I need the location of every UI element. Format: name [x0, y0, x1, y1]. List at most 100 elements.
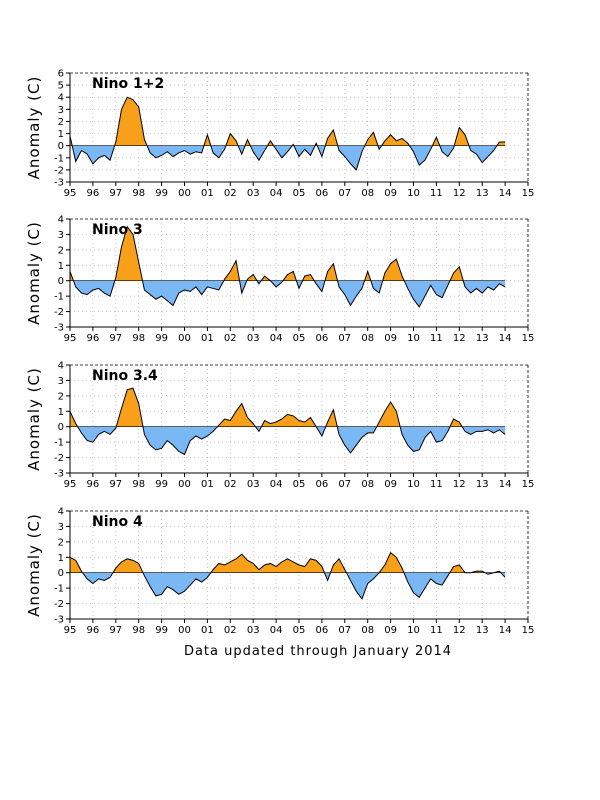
- x-tick-label: 02: [224, 333, 237, 344]
- y-tick-label: 1: [58, 553, 64, 564]
- x-tick-label: 96: [87, 625, 100, 636]
- x-tick-label: 01: [201, 479, 214, 490]
- y-tick-label: 4: [58, 93, 64, 104]
- x-tick-label: 06: [316, 625, 329, 636]
- x-tick-label: 07: [338, 333, 351, 344]
- x-tick-label: 14: [499, 479, 512, 490]
- y-tick-label: 3: [58, 105, 64, 116]
- x-tick-label: 97: [109, 479, 122, 490]
- x-tick-label: 04: [270, 188, 283, 199]
- negative-anomaly-area: [70, 572, 506, 599]
- x-tick-label: 97: [109, 625, 122, 636]
- x-tick-label: 98: [132, 479, 145, 490]
- x-tick-label: 01: [201, 625, 214, 636]
- y-axis-label: Anomaly (C): [25, 367, 43, 471]
- y-tick-label: -3: [54, 323, 64, 334]
- x-tick-label: 01: [201, 188, 214, 199]
- panel-title: Nino 1+2: [92, 76, 164, 92]
- x-tick-label: 95: [64, 333, 77, 344]
- x-tick-label: 99: [155, 479, 168, 490]
- x-tick-label: 00: [178, 188, 191, 199]
- anomaly-line: [69, 387, 506, 456]
- y-tick-label: 0: [58, 141, 64, 152]
- x-tick-label: 07: [338, 479, 351, 490]
- x-tick-label: 00: [178, 479, 191, 490]
- x-tick-label: 11: [430, 625, 443, 636]
- panel-title: Nino 3.4: [92, 368, 158, 384]
- x-tick-label: 96: [87, 479, 100, 490]
- x-tick-label: 07: [338, 625, 351, 636]
- x-tick-label: 02: [224, 479, 237, 490]
- x-tick-label: 00: [178, 333, 191, 344]
- x-tick-label: 02: [224, 625, 237, 636]
- y-tick-label: -1: [54, 438, 64, 449]
- panel-title: Nino 3: [92, 222, 143, 238]
- x-tick-label: 10: [407, 625, 420, 636]
- x-tick-label: 04: [270, 479, 283, 490]
- y-tick-label: 1: [58, 407, 64, 418]
- x-tick-label: 05: [293, 333, 306, 344]
- x-tick-label: 99: [155, 188, 168, 199]
- x-tick-label: 06: [316, 333, 329, 344]
- x-tick-label: 03: [247, 188, 260, 199]
- y-tick-label: -1: [54, 292, 64, 303]
- x-tick-label: 97: [109, 333, 122, 344]
- grid: [70, 73, 528, 182]
- x-tick-label: 07: [338, 188, 351, 199]
- x-tick-label: 01: [201, 333, 214, 344]
- y-tick-label: 2: [58, 537, 64, 548]
- positive-anomaly-area: [70, 388, 506, 427]
- x-tick-label: 96: [87, 333, 100, 344]
- x-tick-label: 10: [407, 479, 420, 490]
- y-tick-label: 1: [58, 129, 64, 140]
- x-tick-label: 98: [132, 625, 145, 636]
- x-tick-label: 95: [64, 625, 77, 636]
- x-tick-label: 12: [453, 625, 466, 636]
- positive-anomaly-area: [70, 97, 506, 146]
- x-tick-label: 95: [64, 188, 77, 199]
- x-tick-label: 10: [407, 333, 420, 344]
- x-tick-label: 99: [155, 333, 168, 344]
- x-tick-label: 15: [522, 625, 535, 636]
- y-tick-label: -2: [54, 453, 64, 464]
- x-tick-label: 09: [384, 625, 397, 636]
- y-tick-label: -1: [54, 153, 64, 164]
- y-tick-label: -3: [54, 615, 64, 626]
- x-tick-label: 14: [499, 333, 512, 344]
- x-tick-label: 12: [453, 188, 466, 199]
- x-tick-label: 02: [224, 188, 237, 199]
- x-tick-label: 14: [499, 625, 512, 636]
- x-tick-label: 13: [476, 625, 489, 636]
- y-tick-label: -2: [54, 165, 64, 176]
- x-tick-label: 04: [270, 625, 283, 636]
- y-tick-label: -1: [54, 584, 64, 595]
- x-tick-label: 05: [293, 625, 306, 636]
- y-tick-label: 2: [58, 245, 64, 256]
- y-axis-label: Anomaly (C): [25, 221, 43, 325]
- y-tick-label: 0: [58, 422, 64, 433]
- x-tick-label: 03: [247, 625, 260, 636]
- y-tick-label: 2: [58, 117, 64, 128]
- x-tick-label: 05: [293, 479, 306, 490]
- x-tick-label: 97: [109, 188, 122, 199]
- x-tick-label: 11: [430, 479, 443, 490]
- x-tick-label: 04: [270, 333, 283, 344]
- y-tick-label: 5: [58, 81, 64, 92]
- y-tick-label: -3: [54, 178, 64, 189]
- x-tick-label: 11: [430, 188, 443, 199]
- x-tick-label: 09: [384, 479, 397, 490]
- x-tick-label: 99: [155, 625, 168, 636]
- y-axis-label: Anomaly (C): [25, 76, 43, 180]
- x-tick-label: 03: [247, 479, 260, 490]
- y-tick-label: 0: [58, 568, 64, 579]
- negative-anomaly-area: [70, 145, 506, 170]
- y-tick-label: 4: [58, 507, 64, 518]
- y-tick-label: 4: [58, 215, 64, 226]
- y-tick-label: 3: [58, 522, 64, 533]
- positive-anomaly-area: [70, 552, 506, 573]
